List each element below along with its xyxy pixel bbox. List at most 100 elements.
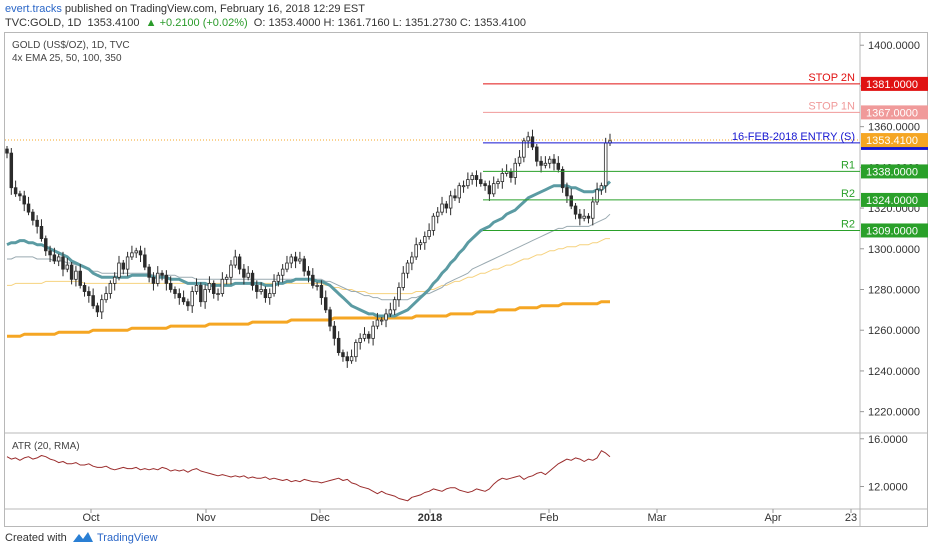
candle-up [526, 136, 530, 142]
candle-up [349, 356, 354, 362]
candle-down [535, 146, 539, 162]
candle [474, 170, 479, 187]
candle [315, 282, 319, 291]
candle-down [177, 293, 182, 299]
level-price-tag-text: 1324.0000 [866, 195, 918, 207]
candle [22, 190, 26, 212]
last-price-tag-text: 1353.4100 [866, 135, 918, 147]
candle-down [319, 285, 324, 299]
candle-up [384, 313, 388, 321]
candle-down [556, 162, 561, 170]
candle [405, 259, 410, 279]
candle [104, 286, 108, 303]
x-tick-label: 23 [845, 512, 857, 524]
candle [423, 231, 427, 250]
candle [444, 200, 449, 214]
candle [362, 327, 367, 342]
candle-up [65, 264, 70, 270]
x-tick-label: Apr [764, 512, 781, 524]
footer: Created with TradingView [0, 527, 932, 550]
candle-up [156, 272, 160, 284]
candle [595, 182, 599, 206]
candle-up [280, 268, 285, 276]
candle [539, 156, 543, 173]
tradingview-brand[interactable]: TradingView [97, 532, 158, 544]
created-with-label: Created with [5, 532, 67, 544]
candle [560, 166, 565, 193]
candle [173, 286, 177, 299]
candle-up [246, 272, 250, 278]
candle [522, 137, 526, 163]
author-link[interactable]: evert.tracks [5, 3, 62, 15]
symbol-line: TVC:GOLD, 1D 1353.4100 ▲ +0.2100 (+0.02%… [5, 17, 526, 29]
candle-up [125, 256, 130, 270]
candle [13, 180, 18, 197]
level-price-tag [861, 76, 928, 91]
candle [285, 255, 289, 273]
candle-up [285, 262, 289, 270]
candle [212, 280, 216, 299]
candle-up [375, 319, 380, 327]
candle [491, 176, 496, 197]
candle [151, 272, 156, 291]
candle-down [237, 256, 242, 270]
candle [358, 333, 362, 350]
candle [345, 351, 349, 368]
candle [556, 156, 561, 173]
candle-down [168, 282, 173, 290]
candle [466, 172, 470, 189]
candle-down [565, 187, 569, 197]
candle-down [95, 305, 100, 313]
candle-up [603, 142, 608, 187]
y-tick-label: 1220.0000 [868, 407, 920, 419]
x-tick-label: 2018 [418, 512, 442, 524]
candle-up [431, 215, 436, 231]
x-tick-label: Nov [196, 512, 216, 524]
candle-down [91, 295, 95, 307]
candle-up [130, 252, 134, 258]
candle [224, 274, 229, 285]
candle-down [138, 250, 143, 256]
candle [246, 266, 250, 281]
candle-down [332, 325, 337, 339]
candle-down [453, 195, 457, 199]
candle [156, 266, 160, 287]
candle-up [543, 162, 548, 166]
indicator-label: 4x EMA 25, 50, 100, 350 [12, 53, 122, 64]
candle [392, 296, 397, 315]
candle [121, 259, 126, 275]
candle-down [35, 219, 39, 227]
candle-up [591, 201, 595, 219]
candle-down [181, 297, 186, 303]
candle [427, 223, 431, 240]
candle-up [401, 272, 405, 288]
candle-up [229, 264, 233, 278]
candle-down [328, 309, 332, 327]
candle [44, 235, 48, 256]
candle-up [354, 342, 358, 358]
candle [276, 272, 281, 287]
candle-up [547, 158, 552, 164]
candle [216, 288, 220, 301]
candle-up [56, 256, 61, 262]
candle [547, 156, 552, 169]
candle-up [595, 189, 599, 203]
candle-down [199, 285, 203, 303]
candle-down [26, 203, 31, 213]
candle-up [457, 185, 461, 199]
candle-up [423, 236, 427, 244]
candle [470, 172, 474, 185]
y-tick-label: 1260.0000 [868, 325, 920, 337]
candle [255, 280, 259, 299]
candle [461, 180, 466, 193]
candle-down [173, 289, 177, 294]
candle [306, 266, 311, 283]
tradingview-logo-icon[interactable] [72, 530, 94, 544]
candle [453, 188, 457, 201]
level-price-tag-text: 1338.0000 [866, 166, 918, 178]
candle [302, 255, 306, 277]
candle [207, 276, 212, 293]
candle-up [100, 299, 104, 313]
candle [414, 237, 418, 260]
